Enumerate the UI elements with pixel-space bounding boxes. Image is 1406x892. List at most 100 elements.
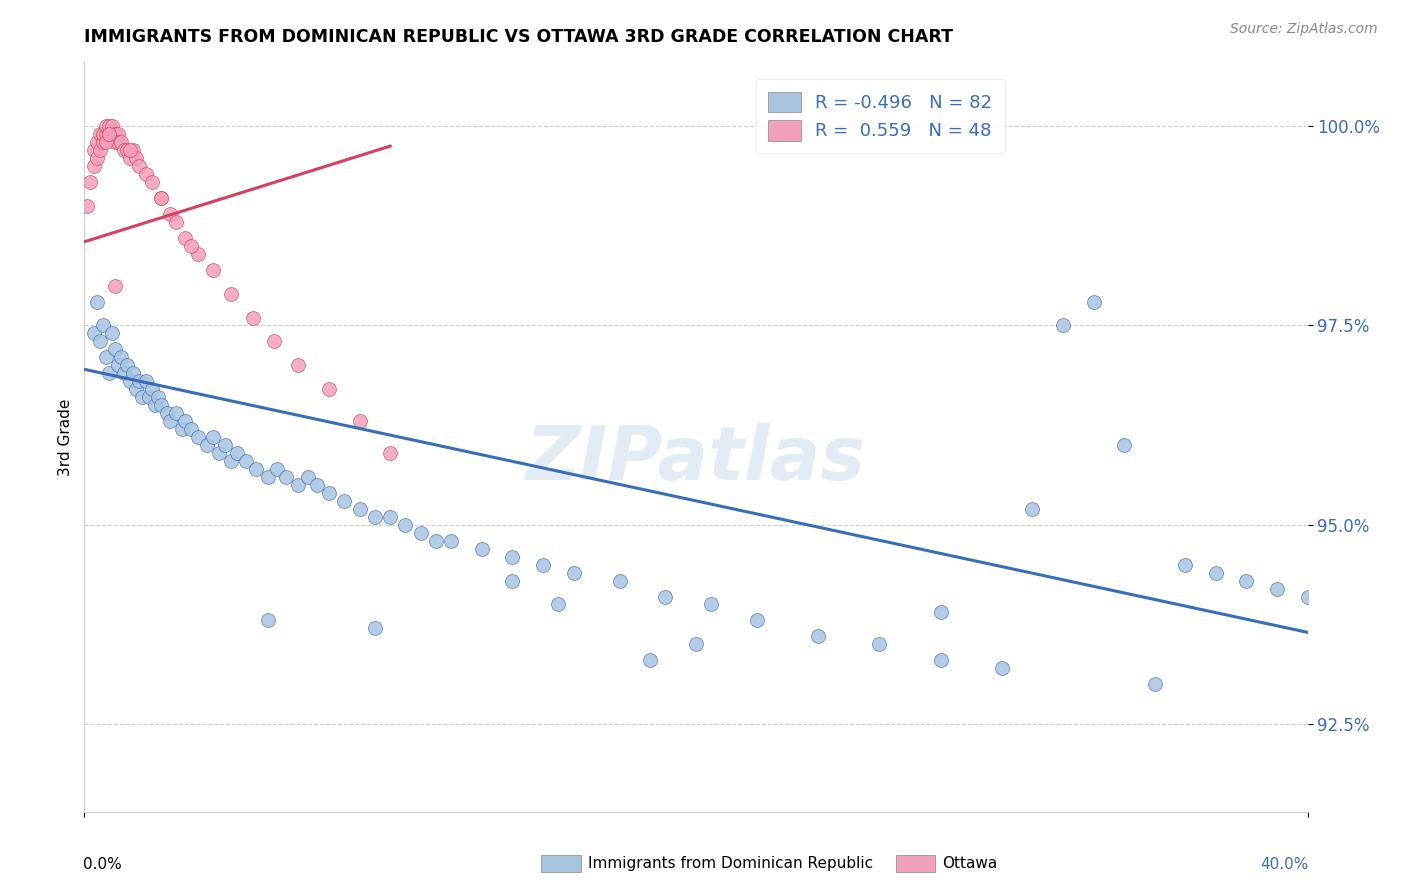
Point <box>547 598 569 612</box>
Point <box>471 541 494 556</box>
Point <box>79 175 101 189</box>
Point <box>107 359 129 373</box>
Point <box>165 215 187 229</box>
Text: Immigrants from Dominican Republic: Immigrants from Dominican Republic <box>588 856 873 871</box>
Point <box>180 239 202 253</box>
Point <box>76 199 98 213</box>
Text: Source: ZipAtlas.com: Source: ZipAtlas.com <box>1230 22 1378 37</box>
Point <box>122 367 145 381</box>
Point <box>305 478 328 492</box>
Point <box>174 231 197 245</box>
Text: 40.0%: 40.0% <box>1260 856 1309 871</box>
Text: Ottawa: Ottawa <box>942 856 997 871</box>
Text: IMMIGRANTS FROM DOMINICAN REPUBLIC VS OTTAWA 3RD GRADE CORRELATION CHART: IMMIGRANTS FROM DOMINICAN REPUBLIC VS OT… <box>84 28 953 45</box>
Point <box>135 374 157 388</box>
Point <box>502 574 524 588</box>
Point <box>125 382 148 396</box>
Point <box>333 493 356 508</box>
Point <box>318 486 340 500</box>
Point <box>86 151 108 165</box>
Point <box>94 351 117 365</box>
Point <box>409 525 432 540</box>
Point <box>138 390 160 404</box>
Point <box>146 390 169 404</box>
Point <box>120 151 142 165</box>
Point <box>101 326 124 341</box>
Point <box>115 143 138 157</box>
Point <box>364 621 387 635</box>
Point <box>1205 566 1227 580</box>
Point <box>297 470 319 484</box>
Point <box>257 614 280 628</box>
Point <box>1083 294 1105 309</box>
Text: ZIPatlas: ZIPatlas <box>526 423 866 496</box>
Point <box>1174 558 1197 572</box>
Point <box>104 278 127 293</box>
Point <box>91 127 114 141</box>
Point <box>208 446 231 460</box>
Point <box>141 175 163 189</box>
Point <box>186 246 208 260</box>
Point <box>394 517 416 532</box>
Point <box>685 637 707 651</box>
Point <box>89 334 111 349</box>
Point <box>638 653 661 667</box>
Point <box>125 151 148 165</box>
Point <box>201 430 224 444</box>
Point <box>929 653 952 667</box>
Point <box>89 127 111 141</box>
Point <box>94 119 117 133</box>
Point <box>120 143 142 157</box>
Point <box>97 127 120 141</box>
Point <box>287 478 309 492</box>
Point <box>502 549 524 564</box>
Point <box>1143 677 1166 691</box>
Point <box>86 294 108 309</box>
Point <box>97 367 120 381</box>
Point <box>101 119 124 133</box>
Point <box>257 470 280 484</box>
Point <box>245 462 267 476</box>
Point <box>97 119 120 133</box>
Point <box>104 135 127 149</box>
Point <box>1296 590 1319 604</box>
Point <box>869 637 891 651</box>
Point <box>122 143 145 157</box>
Point <box>654 590 676 604</box>
Point <box>115 359 138 373</box>
Point <box>219 454 242 468</box>
Point <box>180 422 202 436</box>
Point <box>141 382 163 396</box>
Point <box>700 598 723 612</box>
Point <box>318 382 340 396</box>
Point <box>1236 574 1258 588</box>
Point <box>97 127 120 141</box>
Point <box>425 533 447 548</box>
Point <box>156 406 179 420</box>
Legend: R = -0.496   N = 82, R =  0.559   N = 48: R = -0.496 N = 82, R = 0.559 N = 48 <box>756 79 1005 153</box>
Point <box>131 390 153 404</box>
Point <box>263 334 285 349</box>
Point <box>101 127 124 141</box>
Point <box>110 135 132 149</box>
Point <box>120 374 142 388</box>
Point <box>1021 501 1043 516</box>
Point <box>159 414 181 428</box>
Point <box>380 446 402 460</box>
Point <box>242 310 264 325</box>
Point <box>149 191 172 205</box>
Point <box>186 430 208 444</box>
Point <box>159 207 181 221</box>
Point <box>89 143 111 157</box>
Point <box>219 286 242 301</box>
Point <box>135 167 157 181</box>
Point <box>83 143 105 157</box>
Point <box>94 135 117 149</box>
Point <box>110 351 132 365</box>
Point <box>1052 318 1074 333</box>
Point <box>104 343 127 357</box>
Point <box>266 462 288 476</box>
Point <box>349 414 371 428</box>
Point <box>91 135 114 149</box>
Point <box>149 398 172 412</box>
